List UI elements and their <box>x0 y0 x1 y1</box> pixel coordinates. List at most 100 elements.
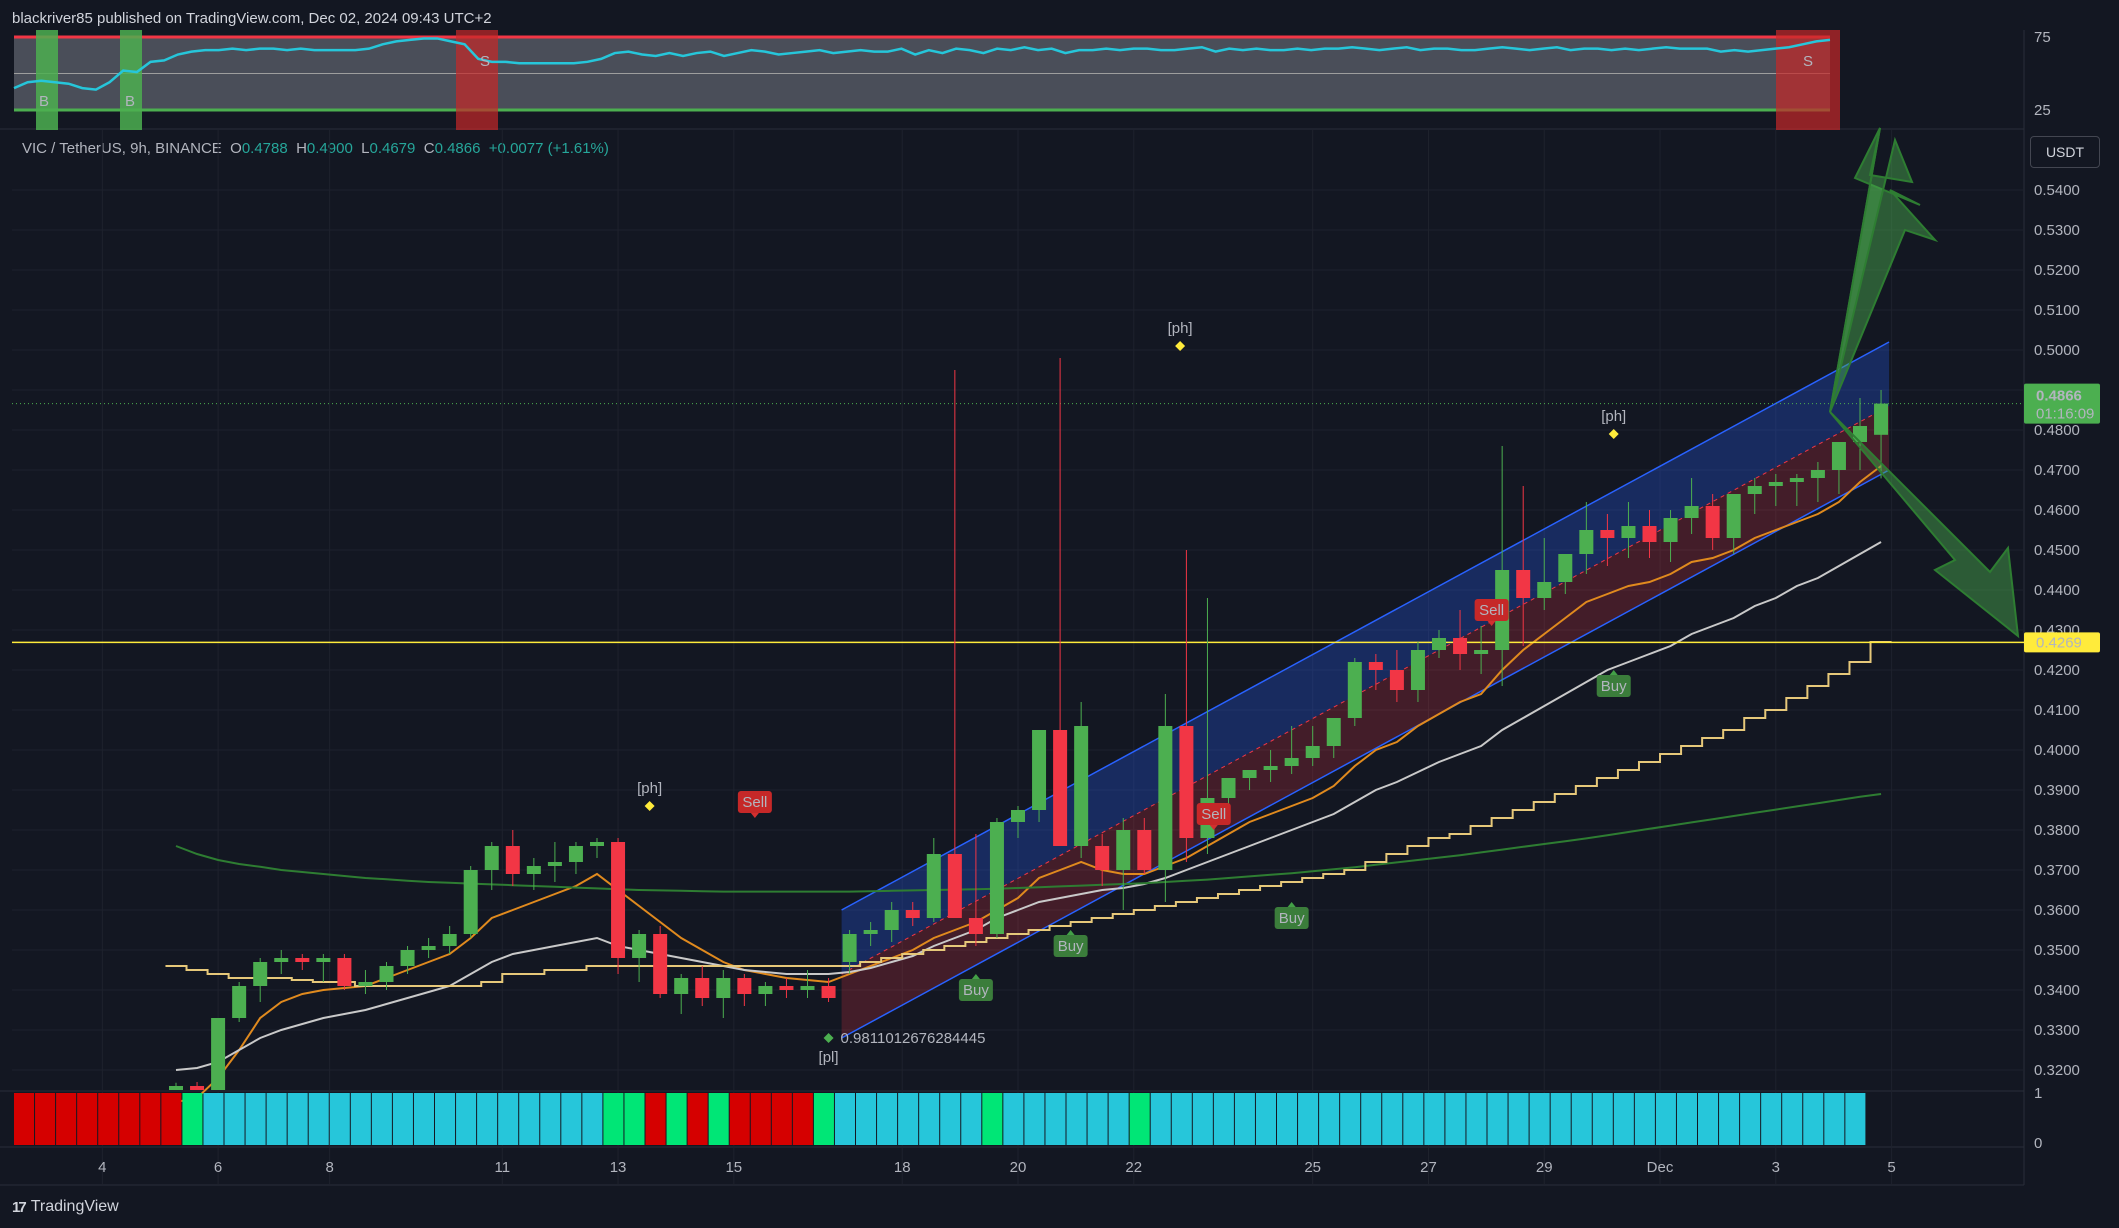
heatmap-cell <box>1529 1093 1550 1145</box>
channel-mid-line <box>841 405 1890 975</box>
y-tick-label: 0.3700 <box>2034 862 2080 879</box>
publisher-header: blackriver85 published on TradingView.co… <box>12 10 492 27</box>
candle-body <box>211 1018 226 1090</box>
heatmap-cell <box>666 1093 687 1145</box>
candle-body <box>632 934 647 958</box>
symbol-name[interactable]: VIC / TetherUS, 9h, BINANCE <box>22 140 222 157</box>
heatmap-cell <box>856 1093 877 1145</box>
candle-body <box>526 866 541 874</box>
heatmap-cell <box>14 1093 35 1145</box>
candle-body <box>863 930 878 934</box>
candle-body <box>232 986 247 1018</box>
up-arrow-drawing <box>1829 127 1939 413</box>
candle-body <box>169 1086 183 1090</box>
candle-body <box>1053 730 1068 846</box>
pivot-high-marker <box>644 801 655 811</box>
heatmap-cell <box>1782 1093 1803 1145</box>
heatmap-cell <box>350 1093 371 1145</box>
heatmap-cell <box>119 1093 140 1145</box>
candle-body <box>779 986 794 990</box>
candle-body <box>1537 582 1552 598</box>
channel-lower-line <box>841 469 1890 1039</box>
x-tick-label: 22 <box>1125 1159 1142 1176</box>
heatmap-cell <box>1171 1093 1192 1145</box>
y-tick-label: 0.3600 <box>2034 902 2080 919</box>
level-price-value: 0.4269 <box>2036 634 2082 651</box>
heatmap-cell <box>645 1093 666 1145</box>
signal-pointer <box>1066 930 1075 935</box>
heatmap-cell <box>877 1093 898 1145</box>
heatmap-cell <box>245 1093 266 1145</box>
candle-body <box>337 958 352 986</box>
candle-body <box>1263 766 1278 770</box>
up-arrow-drawing <box>1829 127 1914 413</box>
candle-body <box>1305 746 1320 758</box>
heatmap-cell <box>1655 1093 1676 1145</box>
heatmap-cell <box>1045 1093 1066 1145</box>
heatmap-cell <box>813 1093 834 1145</box>
heatmap-cell <box>624 1093 645 1145</box>
channel-lower-fill <box>841 406 1890 1038</box>
candle-body <box>653 934 668 994</box>
pivot-label: [ph] <box>1168 320 1193 337</box>
high-label: H <box>296 140 307 157</box>
open-label: O <box>230 140 242 157</box>
candle-body <box>1621 526 1636 538</box>
heatmap-cell <box>1340 1093 1361 1145</box>
x-tick-label: 11 <box>494 1159 510 1176</box>
currency-button[interactable]: USDT <box>2030 136 2100 168</box>
pivot-high-marker <box>1175 341 1186 351</box>
heatmap-cell <box>1382 1093 1403 1145</box>
candle-body <box>1831 442 1846 470</box>
candle-body <box>1242 770 1257 778</box>
heatmap-cell <box>708 1093 729 1145</box>
candle-body <box>1789 478 1804 482</box>
heatmap-cell <box>435 1093 456 1145</box>
y-tick-label: 0.4600 <box>2034 502 2080 519</box>
last-price-tag <box>2024 383 2100 424</box>
oscillator-highlight <box>120 30 142 130</box>
osc-y-tick-label: 75 <box>2034 29 2051 46</box>
candle-body <box>947 854 962 918</box>
heatmap-cell <box>308 1093 329 1145</box>
heatmap-cell <box>1003 1093 1024 1145</box>
y-tick-label: 0.5000 <box>2034 342 2080 359</box>
heatmap-cell <box>792 1093 813 1145</box>
candle-body <box>274 958 289 962</box>
x-tick-label: 3 <box>1772 1159 1780 1176</box>
heatmap-cell <box>161 1093 182 1145</box>
osc-y-tick-label: 25 <box>2034 102 2051 119</box>
heatmap-cell <box>1445 1093 1466 1145</box>
heatmap-cell <box>919 1093 940 1145</box>
candle-body <box>1221 778 1236 798</box>
heatmap-cell <box>729 1093 750 1145</box>
oscillator-s-marker: S <box>480 53 490 70</box>
pivot-high-marker <box>1608 429 1619 439</box>
heatmap-cell <box>1824 1093 1845 1145</box>
candle-body <box>190 1086 205 1090</box>
low-label: L <box>361 140 370 157</box>
heatmap-cell <box>98 1093 119 1145</box>
candle-body <box>1032 730 1047 810</box>
heatmap-cell <box>1277 1093 1298 1145</box>
candle-body <box>547 862 562 866</box>
heatmap-cell <box>140 1093 161 1145</box>
candle-body <box>1684 506 1699 518</box>
brand-name: TradingView <box>30 1198 119 1215</box>
down-arrow-drawing <box>1829 411 2020 639</box>
signal-pointer <box>750 813 759 818</box>
buy-signal <box>1053 935 1088 957</box>
candle-body <box>1137 830 1152 870</box>
candle-body <box>800 986 815 990</box>
x-tick-label: 13 <box>610 1159 627 1176</box>
heatmap-cell <box>771 1093 792 1145</box>
heatmap-cell <box>1719 1093 1740 1145</box>
candle-body <box>1810 470 1825 478</box>
heatmap-cell <box>329 1093 350 1145</box>
close-label: C <box>423 140 435 157</box>
heatmap-cell <box>1634 1093 1655 1145</box>
y-tick-label: 0.5400 <box>2034 182 2080 199</box>
y-tick-label: 0.3300 <box>2034 1022 2080 1039</box>
candle-body <box>1726 494 1741 538</box>
